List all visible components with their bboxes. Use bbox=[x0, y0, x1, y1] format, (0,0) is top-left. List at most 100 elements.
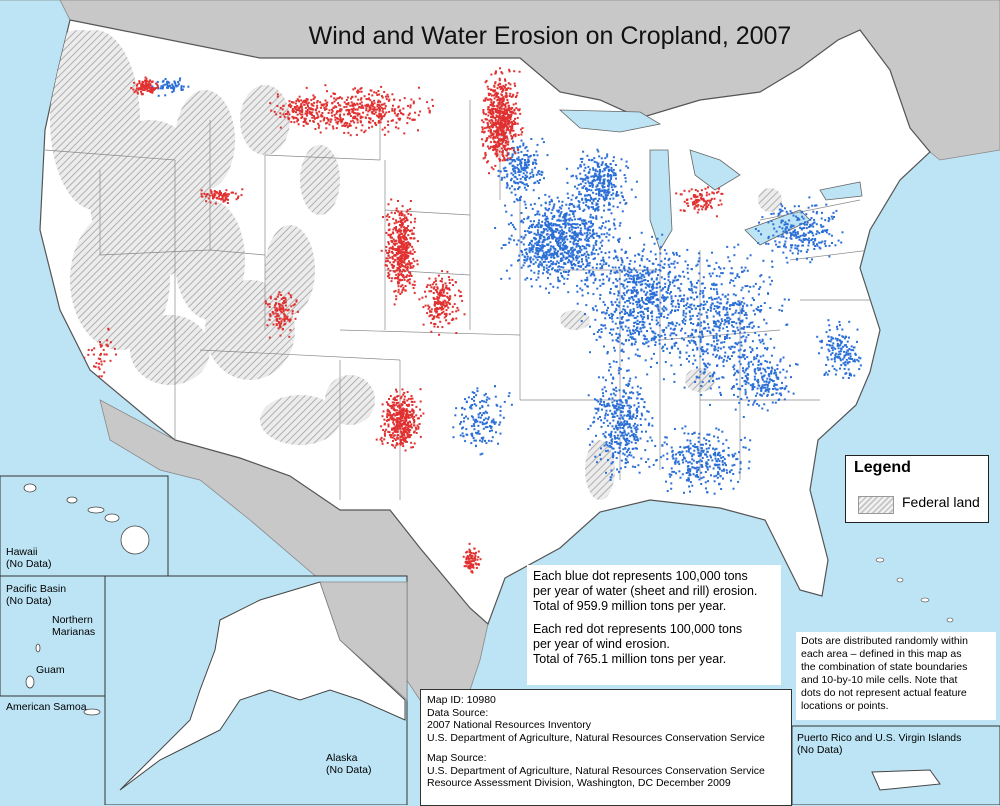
water-erosion-dot bbox=[678, 324, 680, 326]
water-erosion-dot bbox=[687, 469, 689, 471]
water-erosion-dot bbox=[524, 230, 526, 232]
water-erosion-dot bbox=[598, 206, 600, 208]
wind-erosion-dot bbox=[496, 116, 498, 118]
water-erosion-dot bbox=[824, 219, 826, 221]
water-erosion-dot bbox=[698, 437, 700, 439]
water-erosion-dot bbox=[609, 366, 611, 368]
water-erosion-dot bbox=[534, 255, 536, 257]
water-erosion-dot bbox=[540, 226, 542, 228]
wind-erosion-dot bbox=[495, 119, 497, 121]
wind-erosion-dot bbox=[507, 158, 509, 160]
water-erosion-dot bbox=[712, 272, 714, 274]
water-erosion-dot bbox=[669, 266, 671, 268]
wind-erosion-dot bbox=[517, 123, 519, 125]
water-erosion-dot bbox=[654, 344, 656, 346]
water-erosion-dot bbox=[686, 472, 688, 474]
water-erosion-dot bbox=[175, 85, 177, 87]
water-erosion-dot bbox=[852, 360, 854, 362]
water-erosion-dot bbox=[600, 328, 602, 330]
water-erosion-dot bbox=[690, 281, 692, 283]
water-erosion-dot bbox=[601, 409, 603, 411]
wind-erosion-dot bbox=[388, 243, 390, 245]
water-erosion-dot bbox=[637, 394, 639, 396]
water-erosion-dot bbox=[632, 297, 634, 299]
water-erosion-dot bbox=[786, 262, 788, 264]
water-erosion-dot bbox=[745, 312, 747, 314]
water-erosion-dot bbox=[564, 213, 566, 215]
water-erosion-dot bbox=[694, 342, 696, 344]
water-erosion-dot bbox=[641, 232, 643, 234]
water-erosion-dot bbox=[513, 201, 515, 203]
water-erosion-dot bbox=[671, 447, 673, 449]
water-erosion-dot bbox=[851, 358, 853, 360]
water-erosion-dot bbox=[641, 275, 643, 277]
water-erosion-dot bbox=[628, 327, 630, 329]
water-erosion-dot bbox=[707, 323, 709, 325]
water-erosion-dot bbox=[730, 348, 732, 350]
water-erosion-dot bbox=[651, 440, 653, 442]
wind-erosion-dot bbox=[494, 153, 496, 155]
water-erosion-dot bbox=[508, 223, 510, 225]
water-erosion-dot bbox=[592, 192, 594, 194]
water-erosion-dot bbox=[714, 480, 716, 482]
water-erosion-dot bbox=[558, 245, 560, 247]
water-erosion-dot bbox=[643, 335, 645, 337]
water-erosion-dot bbox=[583, 170, 585, 172]
water-erosion-dot bbox=[582, 151, 584, 153]
water-erosion-dot bbox=[593, 309, 595, 311]
water-erosion-dot bbox=[576, 188, 578, 190]
water-erosion-dot bbox=[625, 340, 627, 342]
water-erosion-dot bbox=[624, 174, 626, 176]
water-erosion-dot bbox=[630, 455, 632, 457]
water-erosion-dot bbox=[635, 329, 637, 331]
water-erosion-dot bbox=[651, 271, 653, 273]
water-erosion-dot bbox=[834, 360, 836, 362]
water-erosion-dot bbox=[593, 417, 595, 419]
wind-erosion-dot bbox=[514, 118, 516, 120]
water-erosion-dot bbox=[537, 253, 539, 255]
water-erosion-dot bbox=[504, 205, 506, 207]
water-erosion-dot bbox=[615, 425, 617, 427]
water-erosion-dot bbox=[696, 315, 698, 317]
water-erosion-dot bbox=[722, 308, 724, 310]
water-erosion-dot bbox=[624, 294, 626, 296]
water-erosion-dot bbox=[570, 217, 572, 219]
water-erosion-dot bbox=[850, 349, 852, 351]
water-erosion-dot bbox=[839, 344, 841, 346]
water-erosion-dot bbox=[579, 173, 581, 175]
water-erosion-dot bbox=[556, 269, 558, 271]
water-erosion-dot bbox=[604, 227, 606, 229]
water-erosion-dot bbox=[500, 410, 502, 412]
water-erosion-dot bbox=[531, 246, 533, 248]
water-erosion-dot bbox=[828, 370, 830, 372]
water-erosion-dot bbox=[792, 252, 794, 254]
water-erosion-dot bbox=[845, 344, 847, 346]
water-erosion-dot bbox=[657, 274, 659, 276]
water-erosion-dot bbox=[807, 245, 809, 247]
water-erosion-dot bbox=[607, 404, 609, 406]
water-erosion-dot bbox=[646, 258, 648, 260]
water-erosion-dot bbox=[667, 279, 669, 281]
water-erosion-dot bbox=[543, 266, 545, 268]
water-erosion-dot bbox=[708, 297, 710, 299]
water-erosion-dot bbox=[472, 391, 474, 393]
water-erosion-dot bbox=[786, 371, 788, 373]
water-erosion-dot bbox=[557, 197, 559, 199]
wind-erosion-dot bbox=[493, 133, 495, 135]
water-erosion-dot bbox=[544, 237, 546, 239]
water-erosion-dot bbox=[615, 323, 617, 325]
water-erosion-dot bbox=[599, 172, 601, 174]
wind-erosion-dot bbox=[500, 143, 502, 145]
water-erosion-dot bbox=[766, 322, 768, 324]
water-erosion-dot bbox=[571, 248, 573, 250]
water-erosion-dot bbox=[758, 334, 760, 336]
water-erosion-dot bbox=[651, 425, 653, 427]
water-erosion-dot bbox=[577, 218, 579, 220]
water-erosion-dot bbox=[551, 199, 553, 201]
water-erosion-dot bbox=[691, 288, 693, 290]
water-erosion-dot bbox=[605, 313, 607, 315]
water-erosion-dot bbox=[767, 385, 769, 387]
water-erosion-dot bbox=[774, 240, 776, 242]
water-erosion-dot bbox=[541, 174, 543, 176]
water-erosion-dot bbox=[623, 415, 625, 417]
